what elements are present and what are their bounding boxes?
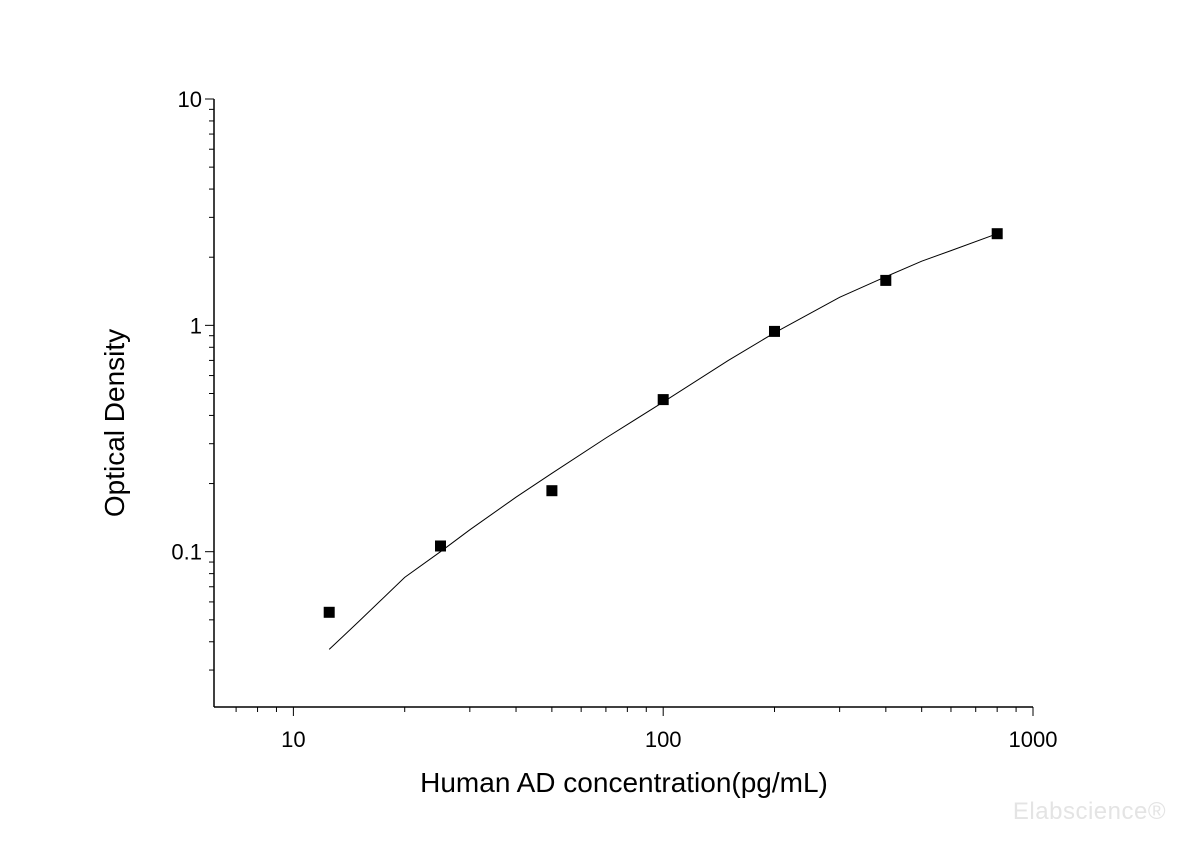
watermark-logo: Elabscience® bbox=[1012, 798, 1166, 825]
axes bbox=[213, 99, 1033, 708]
y-tick-label: 1 bbox=[190, 313, 202, 338]
x-tick-label: 1000 bbox=[1009, 727, 1058, 752]
x-tick-label: 100 bbox=[645, 727, 682, 752]
data-point bbox=[435, 540, 446, 552]
x-axis-ticks bbox=[235, 707, 1034, 716]
data-point bbox=[880, 274, 892, 286]
data-point bbox=[657, 394, 669, 406]
y-tick-label: 10 bbox=[178, 87, 202, 112]
data-point bbox=[546, 485, 558, 497]
fit-curve bbox=[328, 233, 998, 650]
data-point bbox=[769, 325, 780, 337]
y-axis-title: Optical Density bbox=[99, 329, 130, 517]
data-point bbox=[323, 606, 335, 618]
x-axis-title: Human AD concentration(pg/mL) bbox=[420, 767, 828, 798]
x-tick-label: 10 bbox=[281, 727, 305, 752]
y-axis-tick-labels: 0.1 1 10 bbox=[171, 87, 202, 565]
data-points bbox=[323, 228, 1003, 618]
x-axis-tick-labels: 10 100 1000 bbox=[281, 727, 1057, 752]
data-point bbox=[991, 228, 1003, 240]
y-tick-label: 0.1 bbox=[171, 540, 202, 565]
y-axis-ticks bbox=[205, 98, 214, 671]
